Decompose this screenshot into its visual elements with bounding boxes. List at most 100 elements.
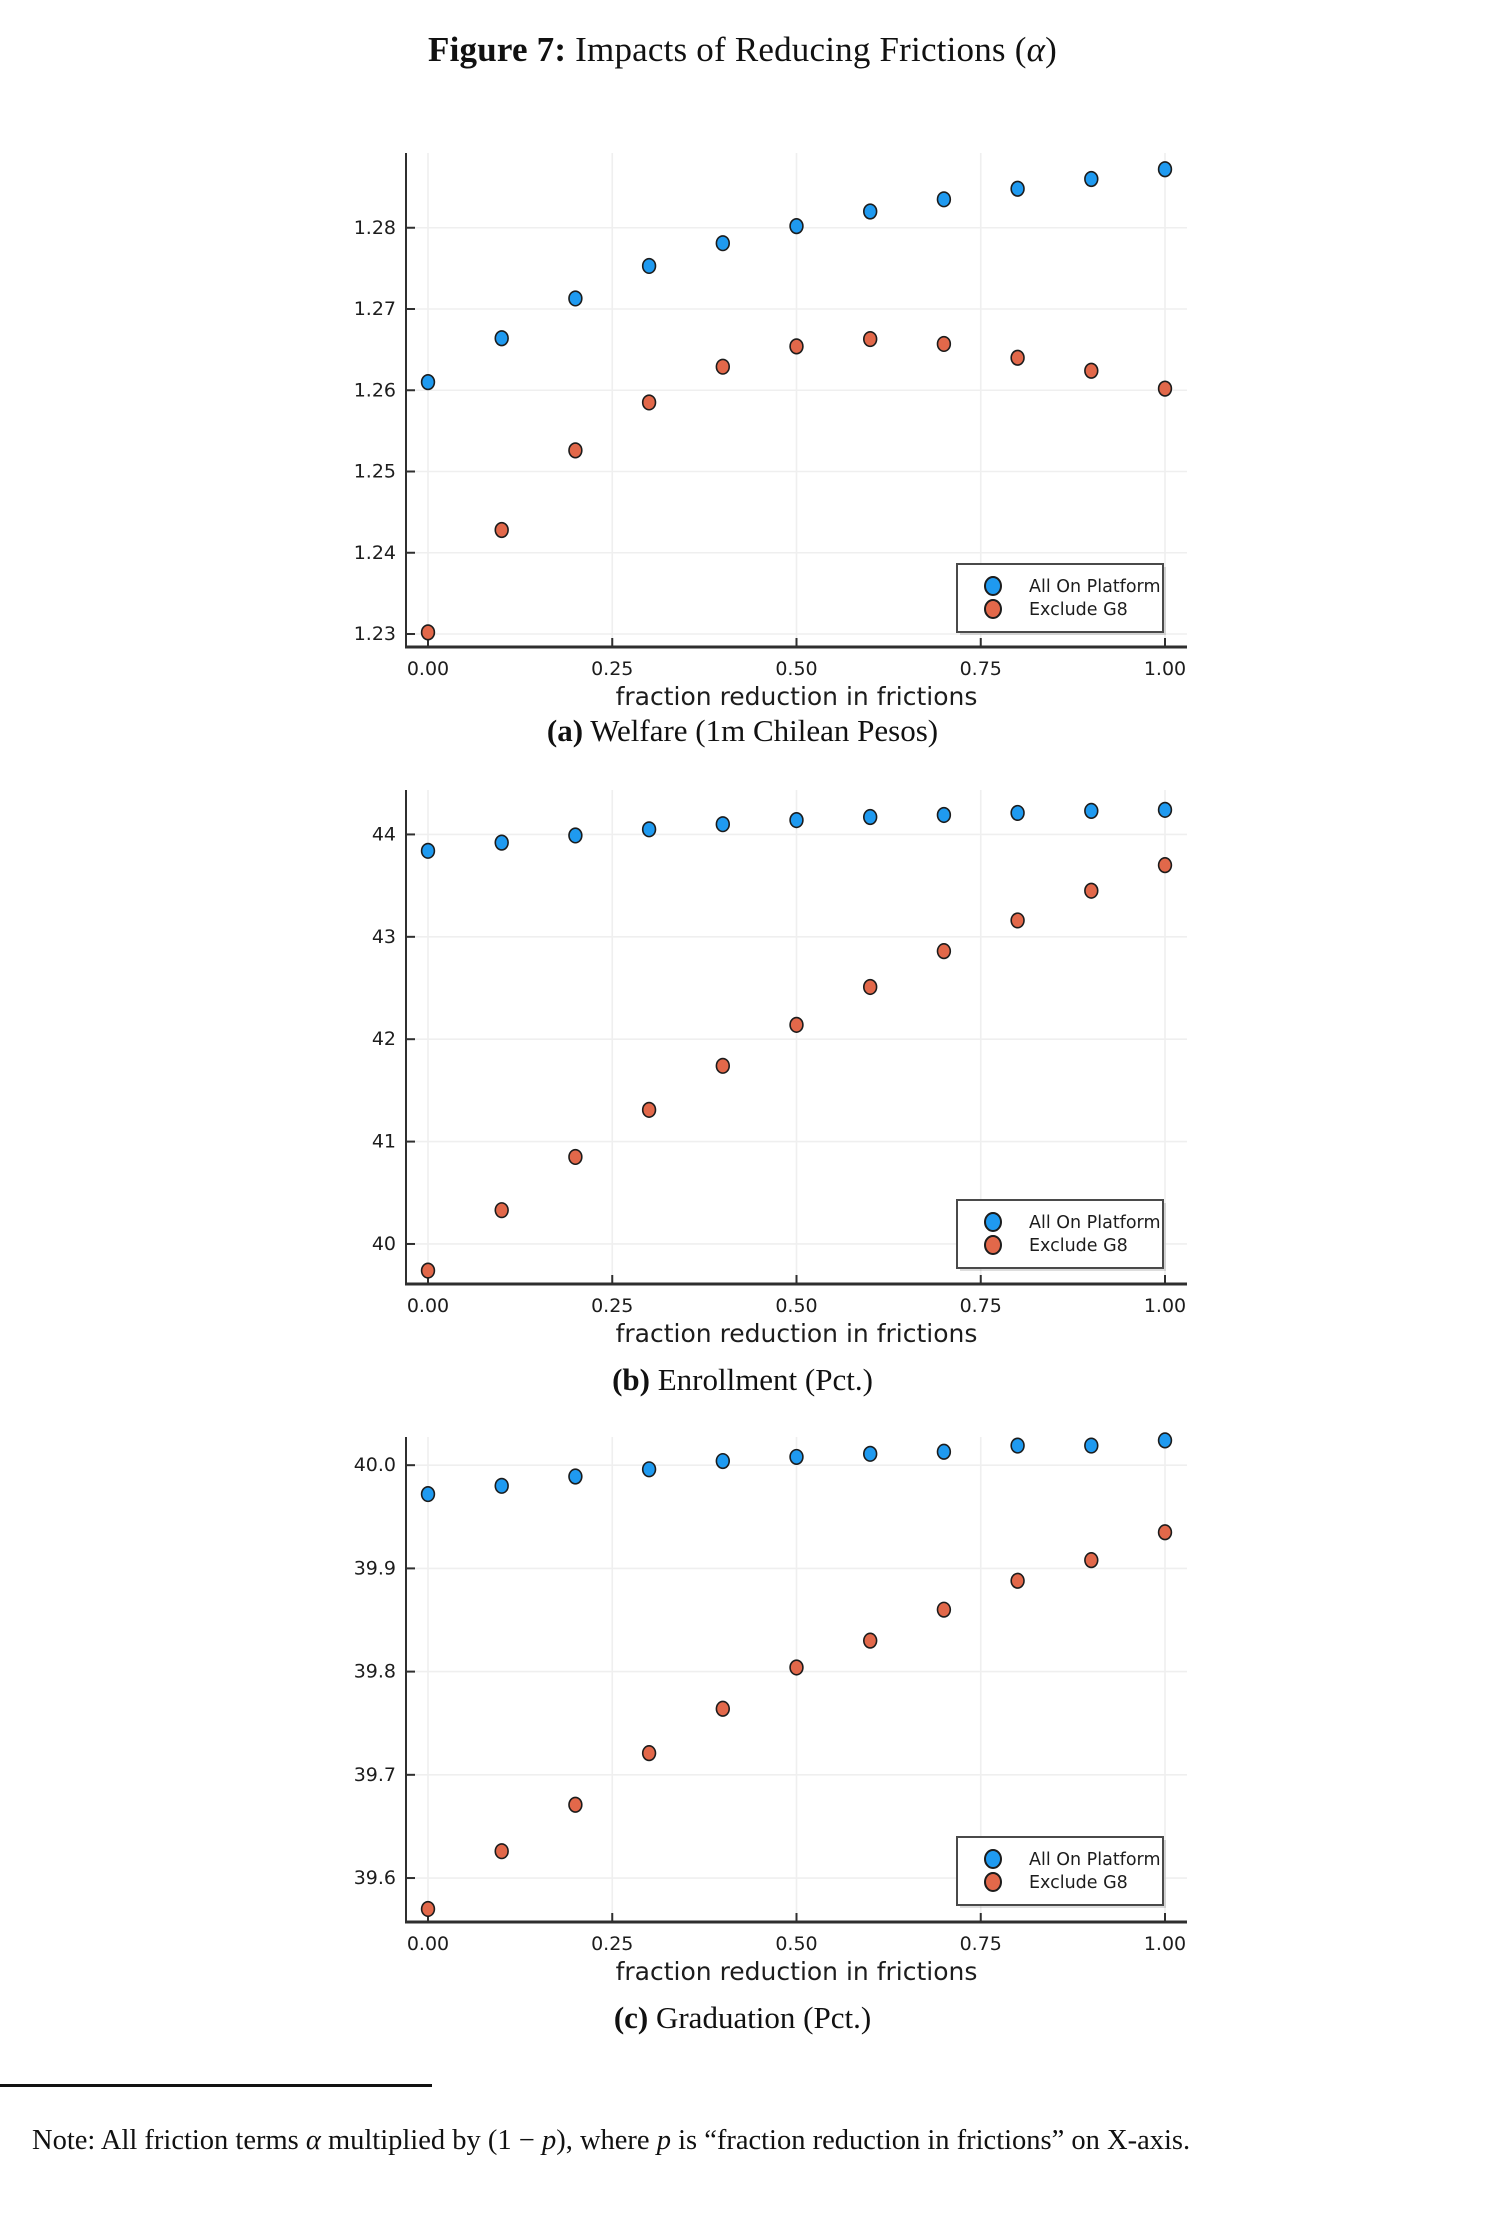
x-tick-label: 0.00 xyxy=(407,1295,449,1317)
legend-marker-exclude_g8 xyxy=(984,1235,1002,1255)
data-point-all-on-platform xyxy=(862,203,878,220)
text-segment: Welfare (1m Chilean Pesos) xyxy=(583,713,939,748)
data-point-all-on-platform xyxy=(494,1477,509,1494)
data-point-all-on-platform xyxy=(789,812,804,829)
y-tick-label: 41 xyxy=(372,1131,396,1153)
data-point-all-on-platform xyxy=(936,806,952,824)
legend-marker-all_on_platform xyxy=(984,576,1002,596)
y-tick-label: 44 xyxy=(372,823,396,845)
data-point-exclude-g8 xyxy=(789,1659,804,1676)
data-point-all-on-platform xyxy=(420,374,436,391)
data-point-exclude-g8 xyxy=(1010,349,1025,366)
y-tick-label: 1.24 xyxy=(354,542,396,564)
caption-graduation: (c) Graduation (Pct.) xyxy=(0,2000,1485,2036)
data-point-all-on-platform xyxy=(641,1461,657,1478)
y-tick-label: 1.28 xyxy=(354,217,396,239)
data-point-exclude-g8 xyxy=(420,1900,436,1918)
y-tick-label: 39.6 xyxy=(354,1867,396,1889)
x-tick-label: 0.50 xyxy=(775,1295,817,1317)
x-tick-label: 0.75 xyxy=(960,658,1002,680)
chart-welfare: 0.00 0.25 0.50 0.75 1.00 1.23 1.24 1.25 1.26 1.27… xyxy=(354,153,1187,710)
data-point-exclude-g8 xyxy=(1084,362,1099,379)
caption-enrollment: (b) Enrollment (Pct.) xyxy=(0,1362,1485,1398)
data-point-exclude-g8 xyxy=(1084,1552,1099,1569)
legend-marker-all_on_platform xyxy=(984,1849,1002,1869)
legend-label: All On Platform xyxy=(1029,1850,1161,1870)
text-segment: ), where xyxy=(556,2125,657,2156)
data-point-exclude-g8 xyxy=(420,624,436,641)
data-point-exclude-g8 xyxy=(936,943,952,960)
y-tick-label: 39.7 xyxy=(354,1764,396,1786)
data-point-exclude-g8 xyxy=(568,1148,583,1166)
y-tick-label: 1.26 xyxy=(354,379,396,401)
data-point-exclude-g8 xyxy=(936,1601,952,1618)
chart-enrollment: 0.00 0.25 0.50 0.75 1.00 40 41 42 43 44 fraction r… xyxy=(372,790,1187,1348)
data-point-exclude-g8 xyxy=(789,338,804,355)
y-tick-label: 39.8 xyxy=(354,1661,396,1683)
text-segment: p xyxy=(656,2125,671,2156)
x-tick-label: 0.75 xyxy=(960,1933,1002,1955)
data-point-all-on-platform xyxy=(1010,804,1025,822)
data-point-exclude-g8 xyxy=(862,330,878,348)
y-tick-label: 39.9 xyxy=(354,1557,396,1579)
data-point-exclude-g8 xyxy=(641,1745,657,1762)
data-point-exclude-g8 xyxy=(715,1057,730,1074)
data-point-all-on-platform xyxy=(568,827,583,844)
text-segment: (c) xyxy=(613,2000,649,2035)
y-tick-label: 42 xyxy=(372,1028,396,1050)
legend-marker-all_on_platform xyxy=(984,1212,1002,1232)
y-tick-label: 40.0 xyxy=(354,1454,396,1476)
data-point-all-on-platform xyxy=(641,821,657,838)
data-point-all-on-platform xyxy=(1157,161,1173,178)
x-tick-label: 0.75 xyxy=(960,1295,1002,1317)
x-axis-label: fraction reduction in frictions xyxy=(616,682,978,710)
text-segment: Enrollment (Pct.) xyxy=(649,1362,873,1397)
x-tick-label: 0.00 xyxy=(407,1933,449,1955)
data-point-exclude-g8 xyxy=(789,1016,804,1033)
data-point-all-on-platform xyxy=(1157,1432,1173,1449)
data-point-all-on-platform xyxy=(862,1445,878,1462)
legend-box xyxy=(956,1199,1164,1269)
data-point-all-on-platform xyxy=(1084,1437,1099,1454)
legend-marker-exclude_g8 xyxy=(984,1872,1002,1892)
text-segment: p xyxy=(541,2125,557,2156)
x-tick-label: 1.00 xyxy=(1144,1933,1186,1955)
data-point-all-on-platform xyxy=(936,1443,952,1460)
x-tick-label: 0.25 xyxy=(591,1295,633,1317)
data-point-exclude-g8 xyxy=(1010,1572,1025,1589)
data-point-all-on-platform xyxy=(1157,801,1173,818)
data-point-exclude-g8 xyxy=(1084,882,1099,899)
text-segment: Impacts of Reducing Frictions ( xyxy=(566,30,1027,69)
data-point-exclude-g8 xyxy=(641,1101,657,1118)
data-point-exclude-g8 xyxy=(1157,380,1173,397)
legend-label: All On Platform xyxy=(1029,1213,1161,1233)
x-tick-label: 0.25 xyxy=(591,658,633,680)
chart-graduation: 0.00 0.25 0.50 0.75 1.00 39.6 39.7 39.8 39.9 40.0… xyxy=(354,1432,1187,1986)
data-point-all-on-platform xyxy=(789,1448,804,1466)
text-segment: Graduation (Pct.) xyxy=(648,2000,872,2035)
text-segment: (b) xyxy=(612,1362,650,1397)
data-point-exclude-g8 xyxy=(494,1843,509,1860)
data-point-exclude-g8 xyxy=(420,1262,436,1279)
x-tick-label: 0.25 xyxy=(591,1933,633,1955)
caption-welfare: (a) Welfare (1m Chilean Pesos) xyxy=(0,713,1485,749)
data-point-all-on-platform xyxy=(568,290,583,307)
data-point-all-on-platform xyxy=(494,834,509,851)
y-tick-label: 43 xyxy=(372,926,396,948)
data-point-all-on-platform xyxy=(420,1485,436,1503)
text-segment: Figure 7: xyxy=(428,30,567,69)
data-point-exclude-g8 xyxy=(1010,912,1025,929)
legend-box xyxy=(956,1836,1164,1906)
legend-marker-exclude_g8 xyxy=(984,599,1002,619)
data-point-all-on-platform xyxy=(936,191,952,208)
text-segment: α xyxy=(1026,30,1046,69)
data-point-exclude-g8 xyxy=(494,1202,509,1219)
text-segment: is “fraction reduction in frictions” on … xyxy=(670,2125,1191,2156)
data-point-all-on-platform xyxy=(1084,802,1099,819)
figure-title: Figure 7: Impacts of Reducing Frictions … xyxy=(0,30,1485,70)
x-tick-label: 0.50 xyxy=(775,658,817,680)
data-point-exclude-g8 xyxy=(494,521,509,539)
data-point-exclude-g8 xyxy=(568,442,583,459)
y-tick-label: 1.23 xyxy=(354,623,396,645)
